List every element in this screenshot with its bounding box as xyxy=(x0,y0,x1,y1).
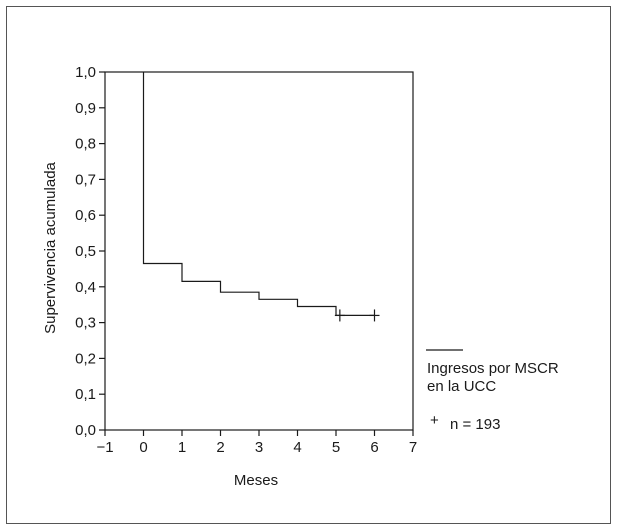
y-tick-label: 1,0 xyxy=(75,64,96,81)
x-tick-label: 3 xyxy=(255,439,263,456)
plot-area xyxy=(104,71,414,431)
series-layer xyxy=(142,72,375,316)
y-tick-label: 0,5 xyxy=(75,243,96,260)
y-axis-ticks: 0,0 0,1 0,2 0,3 0,4 0,5 0,6 0,7 0,8 0,9 1,0 xyxy=(75,64,105,439)
x-tick-label: 5 xyxy=(332,439,340,456)
x-tick-label: 6 xyxy=(370,439,378,456)
legend: Ingresos por MSCR en la UCC + n = 193 xyxy=(426,349,559,433)
x-tick-label: 7 xyxy=(409,439,417,456)
censor-marks xyxy=(334,309,380,322)
y-tick-label: 0,9 xyxy=(75,100,96,117)
y-tick-label: 0,4 xyxy=(75,279,96,296)
survival-step-line xyxy=(142,72,375,316)
x-tick-label: 2 xyxy=(216,439,224,456)
figure-frame xyxy=(6,6,611,524)
x-axis-title: Meses xyxy=(234,472,278,489)
legend-label-line-2: en la UCC xyxy=(427,378,496,395)
x-tick-label: 0 xyxy=(139,439,147,456)
plot-box xyxy=(104,71,414,431)
x-tick-label: 4 xyxy=(293,439,301,456)
y-tick-label: 0,7 xyxy=(75,171,96,188)
legend-censor-label: n = 193 xyxy=(450,416,500,433)
y-tick-label: 0,3 xyxy=(75,315,96,332)
y-axis-title: Supervivencia acumulada xyxy=(42,161,59,333)
x-tick-label: −1 xyxy=(96,439,113,456)
y-tick-label: 0,8 xyxy=(75,136,96,153)
y-tick-label: 0,2 xyxy=(75,350,96,367)
x-axis-ticks: −1 0 1 2 3 4 5 6 7 xyxy=(96,430,417,456)
y-tick-label: 0,0 xyxy=(75,422,96,439)
y-tick-label: 0,6 xyxy=(75,207,96,224)
legend-censor-symbol: + xyxy=(430,412,439,429)
y-tick-label: 0,1 xyxy=(75,386,96,403)
x-tick-label: 1 xyxy=(178,439,186,456)
legend-label-line-1: Ingresos por MSCR xyxy=(427,360,559,377)
